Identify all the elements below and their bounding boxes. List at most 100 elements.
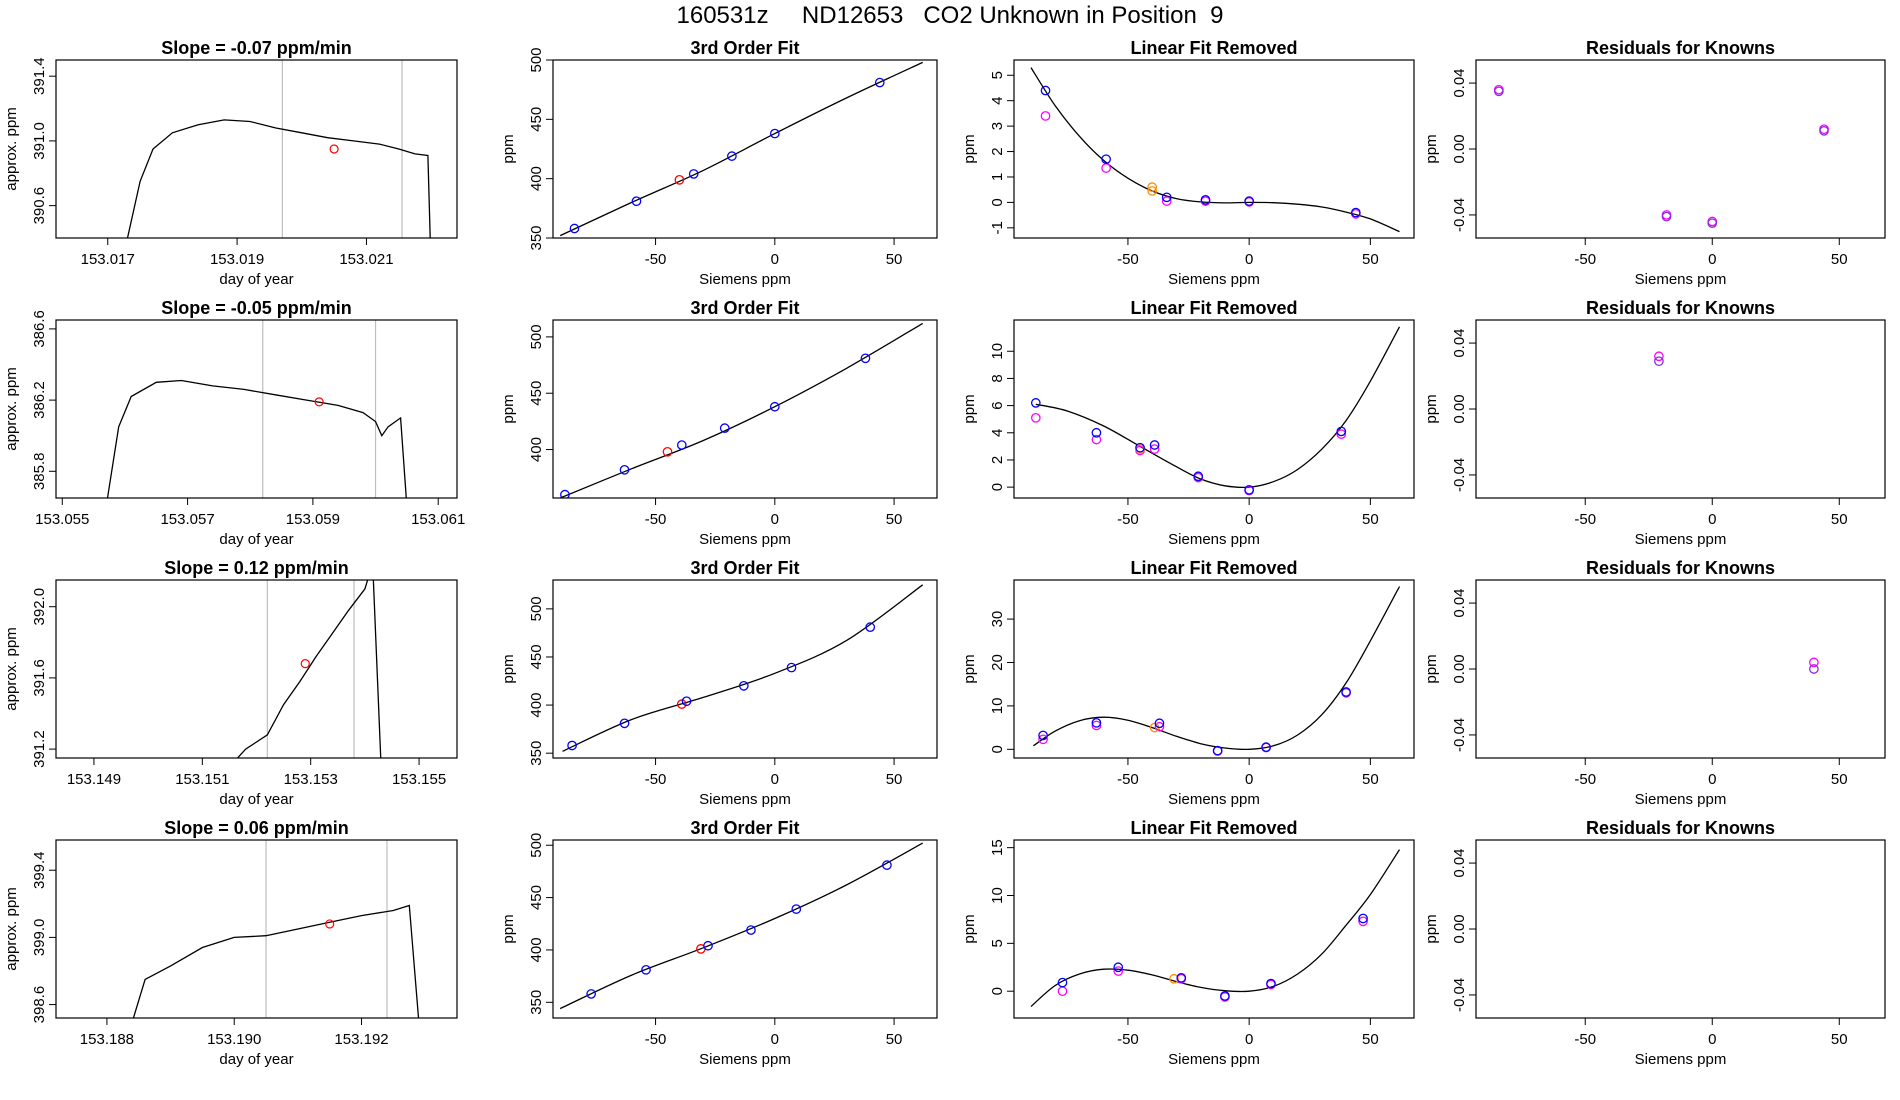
point-blue <box>1350 207 1361 218</box>
panel-title: Residuals for Knowns <box>1586 38 1775 58</box>
x-axis-label: day of year <box>219 791 293 808</box>
point-blue <box>1149 440 1160 450</box>
point-blue <box>1101 154 1111 165</box>
y-axis-label: ppm <box>500 394 517 423</box>
x-tick-label: 0 <box>1245 251 1253 268</box>
x-tick-label: 50 <box>1362 771 1379 788</box>
fit-curve <box>559 322 924 498</box>
panel-title: Linear Fit Removed <box>1130 818 1297 838</box>
y-tick-label: 10 <box>989 343 1006 360</box>
x-axis-label: Siemens ppm <box>1168 531 1260 548</box>
plot-frame <box>55 59 458 239</box>
x-tick-label: -50 <box>645 771 667 788</box>
plot-area <box>1809 657 1819 674</box>
x-tick-label: 50 <box>1831 771 1848 788</box>
x-tick-label: -50 <box>1117 771 1139 788</box>
y-axis-label: ppm <box>961 394 978 423</box>
y-tick-label: 4 <box>989 97 1006 105</box>
point-red <box>674 175 685 185</box>
y-tick-label: 400 <box>528 937 545 962</box>
plot-frame <box>1475 59 1886 239</box>
panel-title: 3rd Order Fit <box>690 298 799 318</box>
x-axis-label: Siemens ppm <box>1635 531 1727 548</box>
x-tick-label: 153.190 <box>207 1031 261 1048</box>
y-tick-label: 500 <box>528 596 545 621</box>
fit-curve <box>562 584 924 752</box>
y-tick-label: -0.04 <box>1451 458 1468 492</box>
y-tick-label: 450 <box>528 644 545 669</box>
point-blue <box>641 964 651 975</box>
point-blue <box>1200 195 1211 205</box>
plot-area <box>126 60 431 238</box>
plot-frame <box>1013 839 1415 1019</box>
y-tick-label: -0.04 <box>1451 718 1468 752</box>
point-red <box>300 659 310 669</box>
x-axis-label: day of year <box>219 531 293 548</box>
y-axis-label: ppm <box>1423 394 1440 423</box>
point-blue <box>738 680 749 691</box>
fit-curve <box>1035 326 1401 489</box>
plot-frame <box>552 579 938 759</box>
x-tick-label: -50 <box>1117 251 1139 268</box>
panel-title: Linear Fit Removed <box>1130 558 1297 578</box>
point-blue <box>1341 687 1351 697</box>
plot-area <box>132 840 420 1018</box>
panel-title: Residuals for Knowns <box>1586 558 1775 578</box>
point-blue <box>703 940 713 951</box>
y-tick-label: 6 <box>989 401 1006 409</box>
y-tick-label: 392.0 <box>31 588 48 626</box>
y-tick-label: 386.2 <box>31 381 48 419</box>
y-tick-label: 0 <box>989 198 1006 206</box>
y-axis-label: approx. ppm <box>3 107 20 190</box>
chart-residuals-row-2: Residuals for Knowns -50 0 50 -0.04 0.00 0.04 S… <box>1423 298 1886 548</box>
plot-area <box>559 322 924 498</box>
plot-area <box>1030 849 1401 1007</box>
chart-linear_removed-row-1: Linear Fit Removed -50 0 50 -1 0 1 2 3 4 5 Siemens … <box>961 38 1415 288</box>
x-axis-label: Siemens ppm <box>699 531 791 548</box>
point-blue <box>769 128 780 139</box>
y-tick-label: 30 <box>989 611 1006 628</box>
x-tick-label: 50 <box>1831 251 1848 268</box>
y-tick-label: 1 <box>989 173 1006 181</box>
y-axis-label: approx. ppm <box>3 367 20 450</box>
x-axis-label: Siemens ppm <box>1635 1051 1727 1068</box>
chart-residuals-row-4: Residuals for Knowns -50 0 50 -0.04 0.00 0.04 S… <box>1423 818 1886 1068</box>
x-tick-label: 0 <box>1708 1031 1716 1048</box>
plot-frame <box>55 319 458 499</box>
plot-area <box>562 584 924 752</box>
point-magenta <box>1336 429 1347 439</box>
x-tick-label: 0 <box>771 1031 779 1048</box>
x-tick-label: 50 <box>886 1031 903 1048</box>
y-tick-label: -0.04 <box>1451 978 1468 1012</box>
y-tick-label: 450 <box>528 107 545 132</box>
fit-curve <box>559 61 923 237</box>
point-blue <box>1336 426 1347 437</box>
y-axis-label: ppm <box>1423 134 1440 163</box>
y-axis-label: ppm <box>500 134 517 163</box>
y-tick-label: 5 <box>989 939 1006 947</box>
x-axis-label: Siemens ppm <box>1635 271 1727 288</box>
plot-area <box>1654 351 1664 367</box>
x-tick-label: 153.151 <box>175 771 229 788</box>
x-tick-label: 0 <box>1708 251 1716 268</box>
point-blue <box>586 989 597 999</box>
panel-title: 3rd Order Fit <box>690 38 799 58</box>
point-blue <box>860 353 871 364</box>
point-magenta <box>1161 196 1172 206</box>
y-axis-label: ppm <box>961 914 978 943</box>
x-axis-label: Siemens ppm <box>1635 791 1727 808</box>
fit-curve <box>1030 849 1401 1007</box>
x-tick-label: 50 <box>1362 1031 1379 1048</box>
point-blue <box>1161 192 1172 203</box>
point-blue <box>569 223 580 234</box>
point-blue <box>791 904 802 914</box>
point-magenta <box>1091 720 1102 731</box>
point-magenta <box>1091 434 1102 445</box>
point-blue <box>1135 442 1145 453</box>
y-tick-label: 391.2 <box>31 730 48 768</box>
point-blue <box>619 718 630 729</box>
plot-area <box>1033 586 1401 756</box>
y-tick-label: 399.0 <box>31 919 48 957</box>
point-blue <box>1040 85 1051 96</box>
